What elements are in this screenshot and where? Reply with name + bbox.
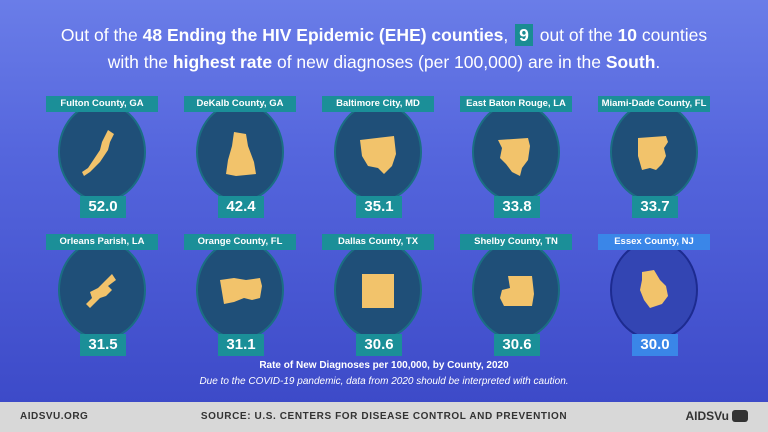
headline-text: of new diagnoses (per 100,000) are in th… bbox=[272, 52, 606, 72]
headline-bold-ten: 10 bbox=[617, 25, 638, 45]
county-card: East Baton Rouge, LA 33.8 bbox=[458, 96, 574, 218]
county-name-label: Orange County, FL bbox=[184, 234, 296, 250]
footer-source: SOURCE: U.S. CENTERS FOR DISEASE CONTROL… bbox=[200, 411, 568, 422]
county-card: DeKalb County, GA 42.4 bbox=[182, 96, 298, 218]
headline-text: . bbox=[655, 52, 661, 72]
covid-note: Due to the COVID-19 pandemic, data from … bbox=[199, 376, 569, 387]
county-card: Dallas County, TX 30.6 bbox=[320, 234, 436, 356]
county-rate-value: 30.0 bbox=[632, 334, 678, 356]
headline-text: counties bbox=[637, 25, 708, 45]
county-card: Miami-Dade County, FL 33.7 bbox=[596, 96, 712, 218]
fulton-county-shape bbox=[82, 130, 114, 176]
county-name-label: Shelby County, TN bbox=[460, 234, 572, 250]
headline-text: with the bbox=[107, 52, 173, 72]
county-card: Essex County, NJ 30.0 bbox=[596, 234, 712, 356]
county-name-label: Essex County, NJ bbox=[598, 234, 710, 250]
county-card: Orange County, FL 31.1 bbox=[182, 234, 298, 356]
us-map-icon bbox=[732, 410, 748, 422]
footer-site-link[interactable]: AIDSVU.ORG bbox=[20, 411, 89, 422]
miami-dade-county-shape bbox=[638, 136, 668, 170]
county-name-label: Orleans Parish, LA bbox=[46, 234, 158, 250]
county-rate-value: 35.1 bbox=[356, 196, 402, 218]
county-rate-value: 33.7 bbox=[632, 196, 678, 218]
county-name-label: Dallas County, TX bbox=[322, 234, 434, 250]
county-rate-value: 30.6 bbox=[494, 334, 540, 356]
county-rate-value: 42.4 bbox=[218, 196, 264, 218]
dallas-county-shape bbox=[362, 274, 394, 308]
dekalb-county-shape bbox=[226, 132, 256, 176]
county-name-label: Miami-Dade County, FL bbox=[598, 96, 710, 112]
county-rate-value: 33.8 bbox=[494, 196, 540, 218]
county-name-label: East Baton Rouge, LA bbox=[460, 96, 572, 112]
orleans-parish-shape bbox=[86, 274, 116, 308]
aidsvu-logo: AIDSVu bbox=[685, 409, 748, 423]
headline-text: , bbox=[503, 25, 514, 45]
east-baton-rouge-shape bbox=[498, 138, 530, 176]
county-circle bbox=[58, 240, 146, 340]
county-name-label: Fulton County, GA bbox=[46, 96, 158, 112]
headline-bold-ehe: 48 Ending the HIV Epidemic (EHE) countie… bbox=[142, 25, 504, 45]
county-rate-value: 52.0 bbox=[80, 196, 126, 218]
headline-text: Out of the bbox=[60, 25, 143, 45]
headline-bold-south: South bbox=[605, 52, 656, 72]
county-name-label: Baltimore City, MD bbox=[322, 96, 434, 112]
headline-count-badge: 9 bbox=[515, 24, 533, 46]
headline-bold-highest-rate: highest rate bbox=[172, 52, 273, 72]
headline-text: out of the bbox=[534, 25, 618, 45]
county-card: Fulton County, GA 52.0 bbox=[44, 96, 160, 218]
county-card: Baltimore City, MD 35.1 bbox=[320, 96, 436, 218]
county-rate-value: 31.1 bbox=[218, 334, 264, 356]
county-card: Shelby County, TN 30.6 bbox=[458, 234, 574, 356]
headline: Out of the 48 Ending the HIV Epidemic (E… bbox=[20, 22, 748, 76]
chart-caption: Rate of New Diagnoses per 100,000, by Co… bbox=[259, 360, 509, 371]
essex-county-shape bbox=[640, 270, 668, 308]
logo-text: AIDSVu bbox=[685, 409, 729, 423]
county-card: Orleans Parish, LA 31.5 bbox=[44, 234, 160, 356]
county-rate-value: 30.6 bbox=[356, 334, 402, 356]
orange-county-shape bbox=[220, 278, 262, 304]
shelby-county-shape bbox=[500, 276, 534, 306]
footer: AIDSVU.ORG SOURCE: U.S. CENTERS FOR DISE… bbox=[0, 402, 768, 432]
baltimore-city-shape bbox=[360, 136, 396, 174]
county-name-label: DeKalb County, GA bbox=[184, 96, 296, 112]
county-rate-value: 31.5 bbox=[80, 334, 126, 356]
